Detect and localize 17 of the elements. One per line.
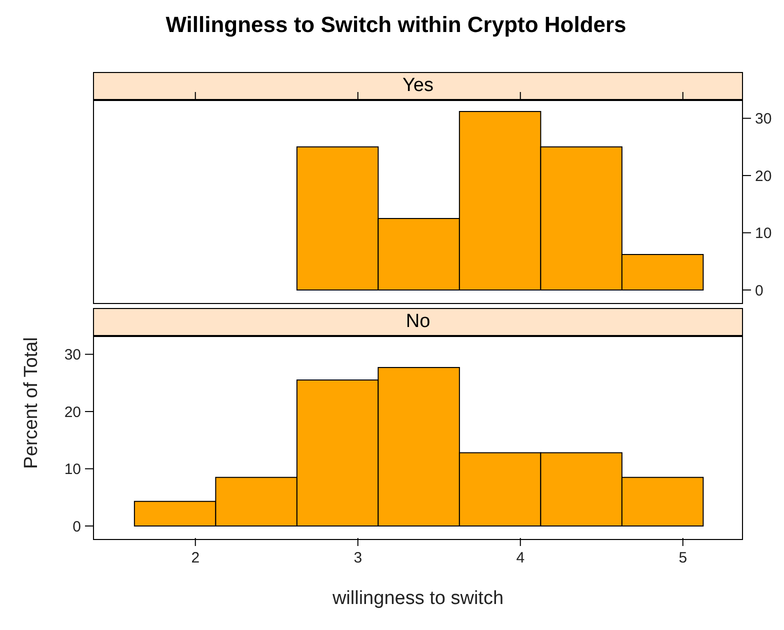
x-axis-title: willingness to switch [331,588,504,609]
x-tick-label: 4 [516,550,525,567]
y-tick-label: 10 [64,461,81,478]
y-axis-title: Percent of Total [21,337,43,469]
y-tick-label: 0 [72,518,81,536]
y-tick-label: 20 [64,404,81,421]
x-tick-label: 2 [191,550,200,567]
chart-subtitle: Yes [93,72,743,100]
x-tick-label: 5 [678,550,688,567]
x-tick-label: 3 [354,550,362,567]
chart-subtitle: No [93,308,743,336]
y-tick-label: 30 [64,346,81,364]
chart-title: Willingness to Switch within Crypto Holders [164,11,628,39]
y-tick-label: 20 [755,168,772,185]
y-tick-label: 10 [755,225,772,242]
y-tick-label: 0 [755,282,764,300]
y-tick-label: 30 [755,110,772,128]
